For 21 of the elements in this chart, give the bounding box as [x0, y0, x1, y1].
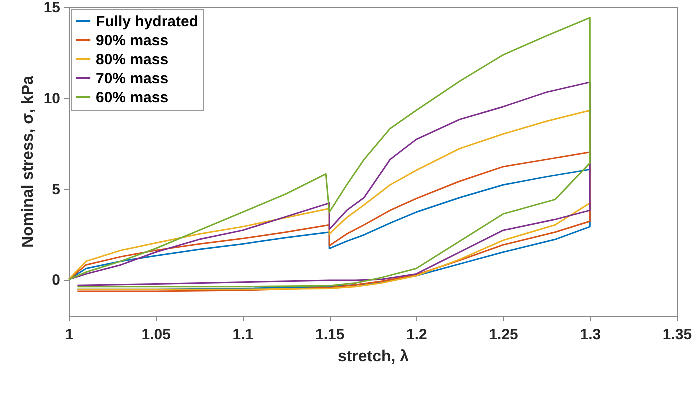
legend-label: 90% mass — [96, 32, 169, 50]
y-tick-label: 5 — [52, 181, 60, 198]
x-tick-label: 1.05 — [142, 326, 171, 344]
line-series — [68, 110, 591, 290]
y-tick-label: 15 — [44, 0, 60, 16]
legend-label: 80% mass — [96, 52, 169, 68]
x-tick-label: 1.25 — [489, 326, 518, 344]
x-tick-label: 1.15 — [315, 326, 345, 344]
legend-label: Fully hydrated — [96, 14, 199, 30]
y-tick-label: 10 — [44, 90, 60, 108]
line-series — [68, 17, 591, 288]
x-tick-label: 1.2 — [406, 326, 428, 344]
y-tick-label: 0 — [52, 272, 60, 290]
legend-label: 60% mass — [96, 90, 169, 106]
x-tick-label: 1.1 — [232, 326, 254, 344]
legend-label: 70% mass — [96, 70, 169, 88]
x-tick-label: 1.3 — [580, 326, 602, 344]
x-axis-title: stretch, λ — [338, 348, 410, 366]
x-tick-label: 1.35 — [662, 326, 692, 344]
y-axis-title: Nominal stress, σ, kPa — [20, 76, 37, 248]
x-tick-label: 1 — [65, 326, 74, 344]
